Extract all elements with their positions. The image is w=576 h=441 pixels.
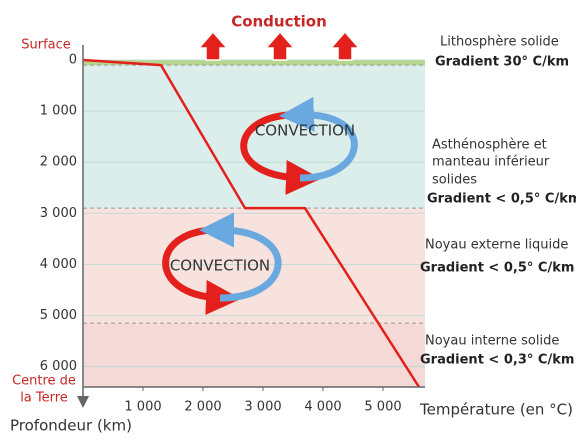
- y-tick-label: 0: [69, 53, 77, 68]
- chart: Conduction CONVECTION CONVECTION Surface…: [0, 0, 576, 441]
- convection-label: CONVECTION: [170, 257, 270, 275]
- center-label: Centre de: [12, 374, 76, 389]
- layer-gradient: Gradient < 0,5° C/km: [420, 261, 574, 276]
- y-tick-label: 1 000: [40, 104, 77, 119]
- layer-gradient: Gradient < 0,5° C/km: [427, 192, 576, 207]
- x-tick-label: 2 000: [184, 400, 221, 415]
- layer-gradient: Gradient 30° C/km: [435, 55, 569, 70]
- layer-name: Noyau externe liquide: [425, 238, 568, 253]
- x-tick-label: 3 000: [244, 400, 281, 415]
- y-tick-label: 2 000: [40, 155, 77, 170]
- conduction-label: Conduction: [231, 13, 327, 31]
- x-axis-title: Température (en °C): [419, 401, 573, 419]
- layer-gradient: Gradient < 0,3° C/km: [420, 353, 574, 368]
- x-tick-label: 1 000: [124, 400, 161, 415]
- x-tick-label: 4 000: [304, 400, 341, 415]
- center-label: la Terre: [20, 391, 68, 406]
- layer-name: manteau inférieur: [432, 155, 550, 170]
- layer-name: Lithosphère solide: [440, 35, 559, 50]
- y-tick-label: 3 000: [40, 206, 77, 221]
- layer-name: Asthénosphère et: [432, 138, 547, 153]
- y-axis-title: Profondeur (km): [10, 417, 132, 435]
- y-tick-label: 6 000: [40, 359, 77, 374]
- conduction-arrows: [199, 32, 359, 60]
- y-tick-label: 5 000: [40, 308, 77, 323]
- surface-label: Surface: [21, 38, 71, 53]
- convection-label: CONVECTION: [255, 122, 355, 140]
- layer-name: solides: [432, 173, 477, 188]
- layer-band: [83, 323, 425, 387]
- layer-name: Noyau interne solide: [425, 334, 559, 349]
- x-tick-label: 5 000: [364, 400, 401, 415]
- y-tick-label: 4 000: [40, 257, 77, 272]
